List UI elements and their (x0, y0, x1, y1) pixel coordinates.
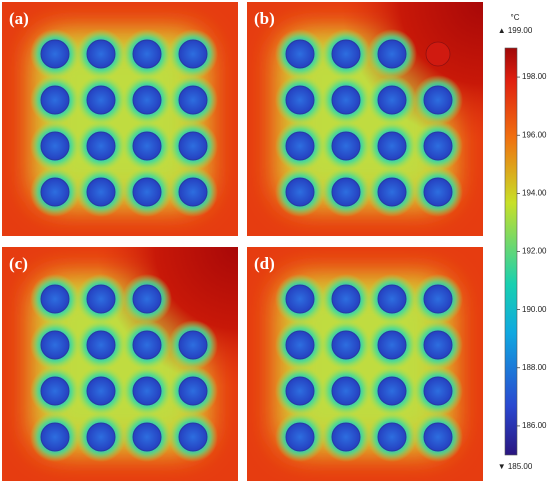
cell (423, 422, 453, 452)
cell (285, 85, 315, 115)
cell (86, 284, 116, 314)
cell (132, 284, 162, 314)
cell (423, 330, 453, 360)
removed-cell-outline (425, 41, 451, 67)
colorbar-tick-label: 186.00 (522, 421, 547, 430)
cell (331, 177, 361, 207)
cell (331, 39, 361, 69)
cell (86, 85, 116, 115)
cell (40, 39, 70, 69)
cell (132, 131, 162, 161)
cell (178, 39, 208, 69)
colorbar-min: ▼ 185.00 (498, 462, 533, 471)
colorbar-tick-label: 190.00 (522, 305, 547, 314)
cell (285, 330, 315, 360)
cell (132, 376, 162, 406)
cell (40, 330, 70, 360)
cell (331, 376, 361, 406)
cell (423, 131, 453, 161)
cell (285, 177, 315, 207)
cell (285, 284, 315, 314)
cell (178, 85, 208, 115)
cell (377, 330, 407, 360)
cell (40, 85, 70, 115)
panel: (d) (247, 247, 483, 481)
colorbar-tick-label: 188.00 (522, 363, 547, 372)
cell (377, 177, 407, 207)
cell (178, 376, 208, 406)
panel: (a) (2, 2, 238, 236)
cell (86, 131, 116, 161)
cell (423, 177, 453, 207)
colorbar-tick-label: 198.00 (522, 72, 547, 81)
cell (285, 422, 315, 452)
cell (331, 85, 361, 115)
colorbar-tick-label: 192.00 (522, 247, 547, 256)
cell (377, 376, 407, 406)
cell (86, 376, 116, 406)
cell (331, 422, 361, 452)
colorbar-max: ▲ 199.00 (498, 26, 533, 35)
cell (285, 376, 315, 406)
cell (132, 422, 162, 452)
cell (40, 284, 70, 314)
cell (132, 39, 162, 69)
cell (132, 330, 162, 360)
cell (40, 131, 70, 161)
cell (86, 422, 116, 452)
panel-label: (b) (254, 9, 275, 28)
colorbar-tick-label: 196.00 (522, 130, 547, 139)
cell (423, 284, 453, 314)
colorbar-unit: °C (511, 13, 520, 22)
cell (377, 85, 407, 115)
cell (178, 330, 208, 360)
panel-label: (a) (9, 9, 29, 28)
cell (178, 177, 208, 207)
cell (331, 131, 361, 161)
colorbar (504, 47, 518, 456)
cell (86, 177, 116, 207)
cell (285, 131, 315, 161)
cell (423, 85, 453, 115)
cell (132, 177, 162, 207)
cell (40, 376, 70, 406)
colorbar-tick-label: 194.00 (522, 188, 547, 197)
cell (377, 39, 407, 69)
cell (40, 177, 70, 207)
cell (377, 284, 407, 314)
cell (178, 131, 208, 161)
cell (377, 131, 407, 161)
cell (423, 376, 453, 406)
cell (178, 422, 208, 452)
panel: (c) (2, 247, 238, 481)
cell (285, 39, 315, 69)
cell (377, 422, 407, 452)
cell (40, 422, 70, 452)
cell (331, 330, 361, 360)
cell (132, 85, 162, 115)
cell (86, 330, 116, 360)
panel-label: (d) (254, 254, 275, 273)
panel-label: (c) (9, 254, 28, 273)
cell (86, 39, 116, 69)
panel: (b) (247, 2, 483, 236)
cell (331, 284, 361, 314)
